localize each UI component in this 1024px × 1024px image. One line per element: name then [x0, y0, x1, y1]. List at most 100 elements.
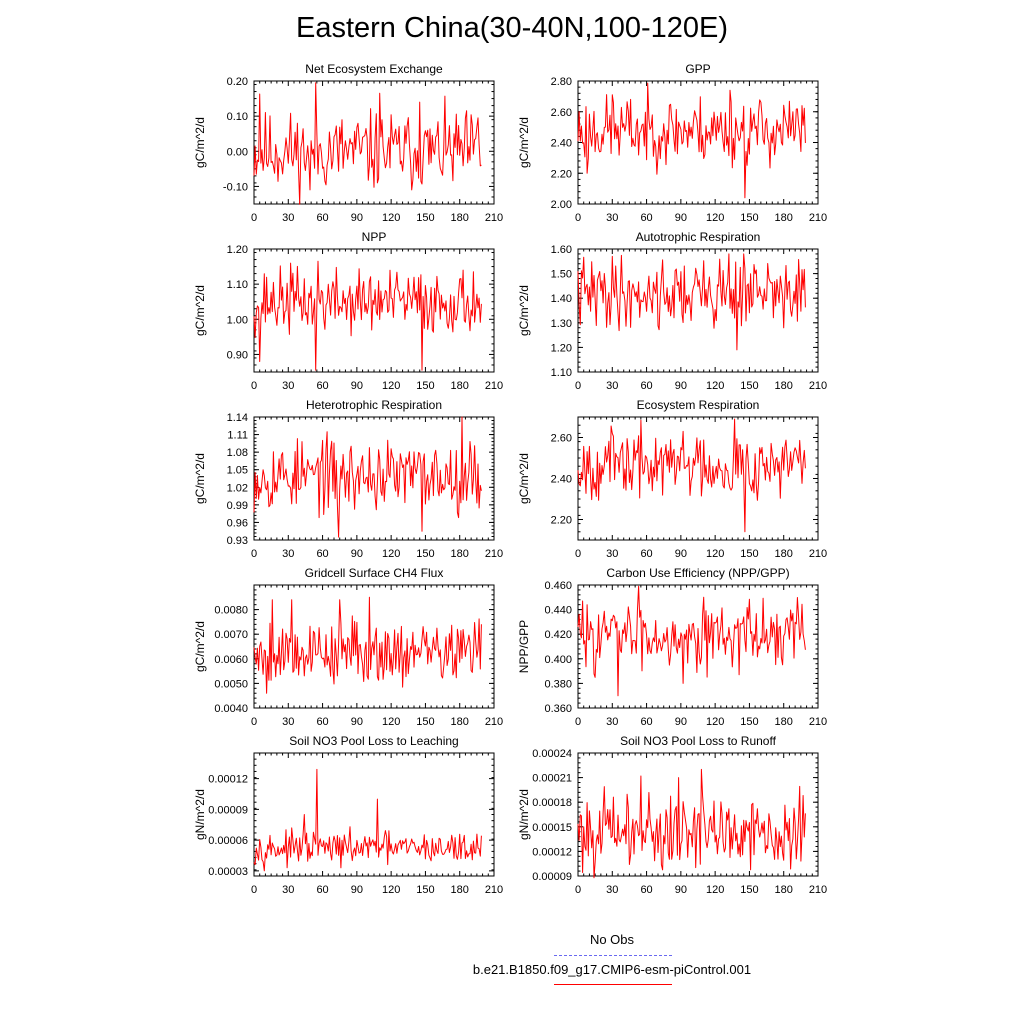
x-tick-label: 30 — [606, 884, 618, 896]
series-line — [577, 253, 806, 351]
x-tick-label: 150 — [416, 212, 434, 224]
y-tick-label: 0.20 — [227, 76, 248, 88]
y-tick-label: 2.20 — [551, 168, 572, 180]
x-tick-label: 60 — [640, 716, 652, 728]
x-tick-label: 120 — [382, 212, 400, 224]
y-tick-label: 0.00 — [227, 146, 248, 158]
x-tick-label: 150 — [740, 548, 758, 560]
chart-title: Soil NO3 Pool Loss to Runoff — [620, 734, 777, 748]
x-tick-label: 0 — [251, 548, 257, 560]
x-tick-label: 120 — [706, 716, 724, 728]
y-tick-label: 0.0060 — [214, 654, 248, 666]
y-tick-label: 1.30 — [551, 318, 572, 330]
y-tick-label: 2.40 — [551, 138, 572, 150]
x-tick-label: 210 — [485, 884, 503, 896]
x-tick-label: 0 — [575, 716, 581, 728]
chart-title: Heterotrophic Respiration — [306, 398, 442, 412]
chart-title: NPP — [362, 230, 387, 244]
x-tick-label: 180 — [451, 716, 469, 728]
y-tick-label: 0.0040 — [214, 703, 248, 715]
chart-title: Soil NO3 Pool Loss to Leaching — [289, 734, 458, 748]
y-tick-label: 1.60 — [551, 244, 572, 256]
y-tick-label: 2.20 — [551, 515, 572, 527]
x-tick-label: 210 — [485, 212, 503, 224]
y-tick-label: 0.0080 — [214, 605, 248, 617]
chart-soil-no3-pool-loss-to-leaching: 0 30 60 90 120 150 180 210 0.00003 0.00006 0.00009… — [193, 734, 503, 896]
x-tick-label: 0 — [251, 884, 257, 896]
x-tick-label: 30 — [282, 548, 294, 560]
x-tick-label: 30 — [606, 380, 618, 392]
x-tick-label: 90 — [351, 884, 363, 896]
y-tick-label: -0.10 — [223, 181, 248, 193]
x-tick-label: 120 — [706, 884, 724, 896]
x-tick-label: 150 — [416, 380, 434, 392]
y-axis-label: gC/m^2/d — [517, 117, 531, 168]
x-tick-label: 210 — [809, 212, 827, 224]
x-tick-label: 120 — [706, 212, 724, 224]
y-tick-label: 0.90 — [227, 349, 248, 361]
x-tick-label: 0 — [575, 884, 581, 896]
y-tick-label: 0.360 — [544, 703, 572, 715]
x-tick-label: 60 — [316, 380, 328, 392]
x-tick-label: 30 — [606, 212, 618, 224]
x-tick-label: 120 — [382, 884, 400, 896]
y-tick-label: 1.14 — [227, 412, 248, 424]
chart-gridcell-surface-ch4-flux: 0 30 60 90 120 150 180 210 0.0040 0.0050 0.0060 0.0… — [193, 566, 503, 728]
series-line — [253, 768, 482, 872]
plot-frame — [253, 584, 495, 709]
y-tick-label: 2.40 — [551, 474, 572, 486]
legend-label-no-obs: No Obs — [589, 932, 635, 947]
legend-label-model-run: b.e21.B1850.f09_g17.CMIP6-esm-piControl.… — [472, 962, 752, 977]
x-tick-label: 90 — [351, 548, 363, 560]
chart-npp: 0 30 60 90 120 150 180 210 0.90 1.00 1.10 1.20 NPP gC… — [193, 230, 503, 392]
y-tick-label: 0.00018 — [532, 797, 572, 809]
y-tick-label: 0.420 — [544, 629, 572, 641]
x-tick-label: 120 — [382, 380, 400, 392]
chart-title: Gridcell Surface CH4 Flux — [305, 566, 444, 580]
x-tick-label: 180 — [775, 548, 793, 560]
y-tick-label: 0.99 — [227, 500, 248, 512]
x-tick-label: 30 — [282, 884, 294, 896]
y-tick-label: 1.00 — [227, 314, 248, 326]
chart-soil-no3-pool-loss-to-runoff: 0 30 60 90 120 150 180 210 0.00009 0.00012 0.00015… — [517, 734, 827, 896]
series-line — [577, 768, 806, 879]
x-tick-label: 120 — [382, 716, 400, 728]
y-tick-label: 1.02 — [227, 482, 248, 494]
y-axis-label: gC/m^2/d — [193, 285, 207, 336]
x-tick-label: 210 — [809, 548, 827, 560]
x-tick-label: 120 — [706, 380, 724, 392]
x-tick-label: 210 — [809, 716, 827, 728]
y-tick-label: 0.00012 — [532, 846, 572, 858]
x-tick-label: 60 — [316, 716, 328, 728]
y-axis-label: gN/m^2/d — [517, 789, 531, 840]
chart-title: GPP — [685, 62, 710, 76]
y-axis-label: gC/m^2/d — [193, 621, 207, 672]
x-tick-label: 0 — [575, 380, 581, 392]
chart-heterotrophic-respiration: 0 30 60 90 120 150 180 210 0.93 0.96 0.99 1.02 1.05 1… — [193, 398, 503, 560]
y-tick-label: 1.05 — [227, 465, 248, 477]
x-tick-label: 180 — [775, 212, 793, 224]
x-tick-label: 90 — [675, 380, 687, 392]
y-tick-label: 0.00009 — [208, 804, 248, 816]
y-tick-label: 2.80 — [551, 76, 572, 88]
x-tick-label: 60 — [640, 212, 652, 224]
x-tick-label: 30 — [282, 716, 294, 728]
y-tick-label: 0.00003 — [208, 866, 248, 878]
x-tick-label: 120 — [706, 548, 724, 560]
y-axis-label: gC/m^2/d — [517, 453, 531, 504]
y-tick-label: 0.0050 — [214, 678, 248, 690]
x-tick-label: 150 — [740, 716, 758, 728]
series-line — [253, 260, 482, 371]
y-tick-label: 0.380 — [544, 678, 572, 690]
y-tick-label: 2.00 — [551, 199, 572, 211]
series-line — [577, 418, 806, 533]
y-tick-label: 0.00024 — [532, 748, 572, 760]
x-tick-label: 0 — [575, 212, 581, 224]
y-tick-label: 0.440 — [544, 605, 572, 617]
y-tick-label: 0.00009 — [532, 871, 572, 883]
y-axis-label: gC/m^2/d — [193, 453, 207, 504]
x-tick-label: 210 — [485, 380, 503, 392]
y-tick-label: 1.50 — [551, 269, 572, 281]
series-line — [253, 416, 482, 538]
